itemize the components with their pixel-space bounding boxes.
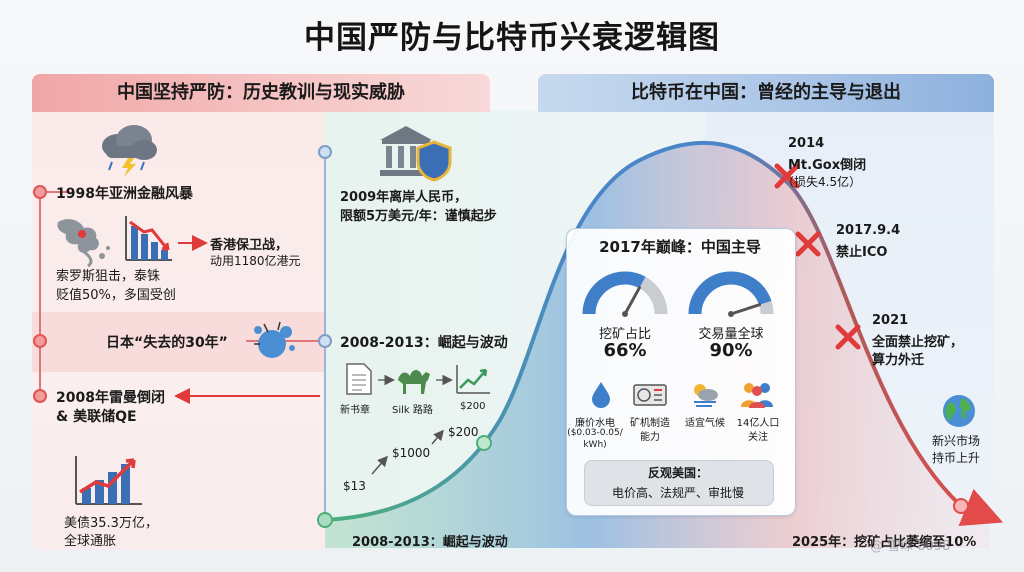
right-header: 比特币在中国：曾经的主导与退出 (538, 74, 994, 112)
event-ico-date: 2017.9.4 (836, 223, 901, 238)
us-contrast-title: 反观美国： (647, 466, 708, 480)
japan-lost-decades: 日本“失去的30年” (106, 335, 228, 351)
price-label-200: $200 (448, 425, 479, 439)
soros-text-line1: 索罗斯狙击，泰铢 (56, 269, 161, 284)
rise-title: 2008-2013：崛起与波动 (340, 335, 508, 351)
timeline-node-1998 (33, 185, 47, 199)
peak-title: 2017年巅峰：中国主导 (599, 238, 761, 256)
hk-defense-line2: 动用1180亿港元 (210, 254, 301, 268)
lehman-line2: & 美联储QE (56, 409, 137, 425)
us-contrast-body: 电价高、法规严、审批慢 (611, 486, 744, 500)
mining-share-value: 66% (603, 340, 647, 361)
factor-population-line1: 14亿人口 (736, 418, 780, 429)
timeline-node-2008-2013 (318, 334, 332, 348)
price-curve (324, 140, 1004, 526)
factor-climate: 适宜气候 (685, 418, 725, 429)
lehman-line1: 2008年雷曼倒闭 (56, 390, 165, 406)
falling-chart-icon (125, 216, 172, 261)
hk-defense-line1: 香港保卫战， (210, 238, 289, 253)
asia-map-icon (57, 219, 110, 268)
rising-chart-icon (75, 456, 142, 505)
globe-icon (943, 395, 975, 427)
factor-machine-line2: 能力 (640, 432, 660, 443)
factor-machine-line1: 矿机制造 (630, 418, 670, 429)
rmb-offshore-line2: 限额5万美元/年：谨慎起步 (340, 209, 497, 224)
climate-icon (694, 384, 718, 407)
factor-hydro-line2: ($0.03-0.05/ (567, 428, 623, 438)
event-2021-line1: 全面禁止挖矿， (872, 335, 964, 350)
event-2021-line2: 算力外迁 (872, 353, 925, 368)
mining-share-gauge (582, 271, 668, 317)
flow-price-label: $200 (460, 401, 486, 412)
timeline-node-japan (33, 334, 47, 348)
event-1998: 1998年亚洲金融风暴 (56, 186, 193, 202)
flow-whitepaper-label: 新书章 (340, 405, 370, 416)
x-mark-2021 (835, 324, 861, 350)
bottom-period-label: 2008-2013：崛起与波动 (352, 535, 508, 550)
x-mark-2014 (774, 163, 800, 189)
bubble-burst-icon (254, 321, 295, 358)
rmb-offshore-line1: 2009年离岸人民币， (340, 190, 468, 205)
water-drop-icon (592, 382, 610, 408)
mining-machine-icon (633, 384, 667, 406)
left-header: 中国坚持严防：历史教训与现实威胁 (32, 74, 490, 112)
price-up-chart-icon (456, 365, 490, 394)
trade-volume-label: 交易量全球 (698, 327, 764, 342)
x-mark-2017 (795, 231, 821, 257)
mining-share-label: 挖矿占比 (598, 327, 651, 342)
trade-volume-gauge (688, 271, 774, 317)
event-2014-name: Mt.Gox倒闭 (788, 158, 867, 173)
us-debt-line2: 全球通胀 (64, 534, 117, 549)
page-title: 中国严防与比特币兴衰逻辑图 (304, 20, 720, 56)
event-2014-year: 2014 (788, 136, 825, 151)
event-ico-name: 禁止ICO (836, 245, 888, 260)
factor-hydro-line1: 廉价水电 (575, 418, 615, 429)
factor-hydro-line3: kWh) (583, 440, 607, 450)
flow-silk-road-label: Silk 路路 (392, 405, 433, 416)
us-debt-line1: 美债35.3万亿， (64, 516, 158, 531)
price-label-13: $13 (343, 479, 366, 493)
event-2014-loss: （损失4.5亿） (782, 175, 862, 189)
watermark: @ 雪球 8098 (870, 539, 951, 554)
curve-node-final (953, 498, 969, 514)
soros-text-line2: 贬值50%，多国受创 (56, 288, 176, 303)
whitepaper-icon (346, 363, 372, 395)
storm-cloud-icon (102, 125, 157, 177)
emerging-markets-line1: 新兴市场 (932, 434, 981, 448)
price-label-1000: $1000 (392, 446, 431, 460)
event-2021-year: 2021 (872, 313, 909, 328)
camel-icon (398, 370, 430, 394)
bank-shield-icon (380, 126, 452, 182)
factor-population-line2: 关注 (748, 432, 768, 443)
final-2025-label: 2025年：挖矿占比萎缩至10% (792, 535, 977, 550)
us-contrast-box (584, 460, 774, 506)
curve-node-1000 (476, 435, 492, 451)
emerging-markets-line2: 持币上升 (932, 451, 981, 465)
timeline-node-2009 (318, 145, 332, 159)
population-icon (741, 383, 773, 408)
timeline-node-bottom (317, 512, 333, 528)
timeline-node-2008 (33, 389, 47, 403)
trade-volume-value: 90% (709, 340, 753, 361)
